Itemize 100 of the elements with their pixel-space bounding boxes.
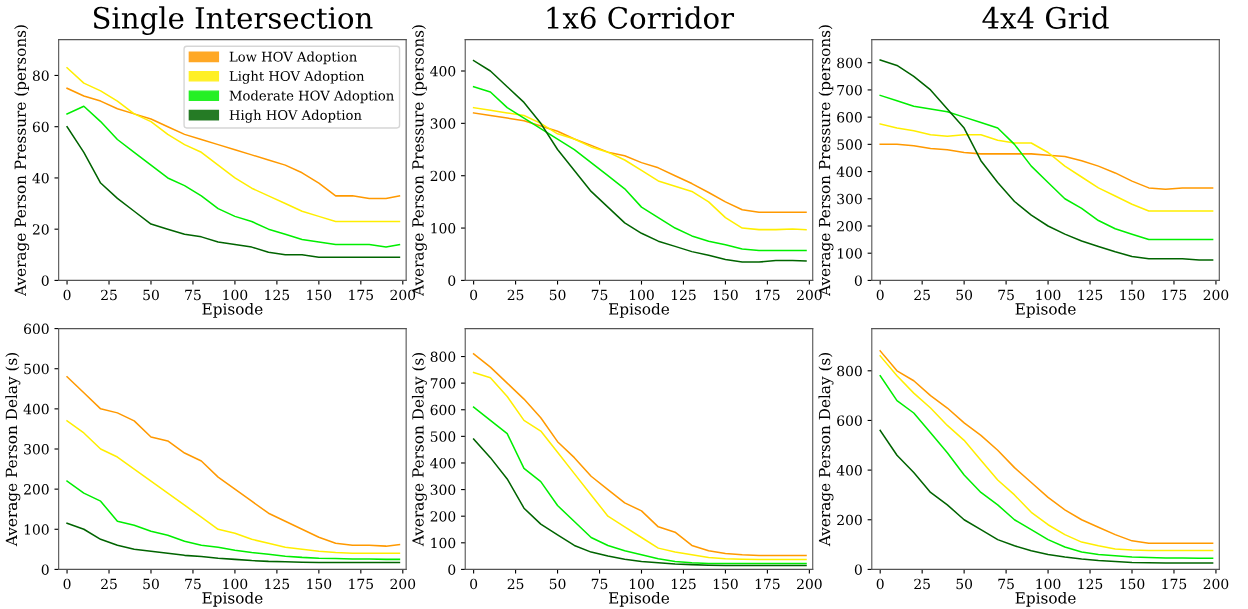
x-tick-label: 100 xyxy=(629,578,654,590)
x-tick-label: 175 xyxy=(1162,289,1187,301)
x-tick-label: 175 xyxy=(349,289,374,301)
x-tick-label: 25 xyxy=(914,578,930,590)
y-tick-label: 500 xyxy=(24,363,49,375)
y-axis-title: Average Person Delay (s) xyxy=(818,353,834,547)
x-tick-label: 0 xyxy=(63,289,71,301)
y-tick-label: 800 xyxy=(430,351,456,362)
y-tick-label: 0 xyxy=(448,564,456,575)
y-tick-label: 0 xyxy=(854,275,862,286)
x-tick-label: 75 xyxy=(185,578,201,590)
x-tick-label: 150 xyxy=(713,578,738,590)
x-tick-label: 150 xyxy=(307,289,332,301)
y-tick-label: 0 xyxy=(854,564,862,575)
legend-label: Light HOV Adoption xyxy=(229,70,365,84)
y-tick-label: 200 xyxy=(430,511,456,522)
y-axis-title: Average Person Delay (s) xyxy=(5,353,21,547)
x-tick-label: 75 xyxy=(591,578,608,590)
line-series xyxy=(472,438,807,567)
x-tick-label: 75 xyxy=(185,289,201,301)
x-tick-label: 25 xyxy=(101,289,117,301)
line-series xyxy=(879,59,1214,261)
line-series xyxy=(879,429,1214,564)
y-tick-label: 400 xyxy=(430,65,456,77)
legend-label: High HOV Adoption xyxy=(229,109,362,123)
y-tick-label: 400 xyxy=(430,457,456,469)
x-tick-label: 150 xyxy=(307,578,332,590)
line-series xyxy=(472,406,807,565)
x-tick-label: 50 xyxy=(549,578,566,590)
x-tick-label: 175 xyxy=(1162,578,1187,590)
x-axis-title: Episode xyxy=(608,302,670,318)
y-tick-label: 800 xyxy=(837,365,862,377)
y-tick-label: 500 xyxy=(837,139,862,150)
line-series xyxy=(66,87,401,200)
x-tick-label: 150 xyxy=(1120,289,1145,301)
x-tick-label: 150 xyxy=(713,289,738,301)
x-axis-title: Episode xyxy=(202,591,263,607)
x-tick-label: 125 xyxy=(671,289,696,301)
y-tick-label: 0 xyxy=(41,275,49,286)
x-tick-label: 50 xyxy=(956,289,973,301)
y-tick-label: 400 xyxy=(836,465,862,476)
x-tick-label: 175 xyxy=(349,578,374,590)
x-tick-label: 0 xyxy=(876,578,884,590)
line-series xyxy=(879,94,1214,241)
y-tick-label: 600 xyxy=(837,415,862,426)
y-tick-label: 800 xyxy=(837,57,862,69)
y-tick-label: 100 xyxy=(431,223,456,234)
y-tick-label: 0 xyxy=(448,275,456,286)
y-tick-label: 40 xyxy=(32,172,49,184)
x-tick-label: 75 xyxy=(998,289,1014,301)
x-tick-label: 100 xyxy=(223,289,248,301)
y-tick-label: 500 xyxy=(430,431,456,442)
x-tick-label: 0 xyxy=(470,578,478,590)
x-tick-label: 200 xyxy=(1203,578,1229,590)
y-tick-label: 600 xyxy=(837,112,862,123)
chart-title: Single Intersection xyxy=(93,6,373,35)
line-series xyxy=(66,522,401,564)
x-tick-label: 200 xyxy=(797,578,822,590)
x-axis-title: Episode xyxy=(1015,302,1076,318)
x-tick-label: 175 xyxy=(755,289,780,301)
x-tick-label: 75 xyxy=(998,578,1014,590)
x-axis-title: Episode xyxy=(608,591,670,607)
legend-label: Low HOV Adoption xyxy=(229,51,357,65)
x-tick-label: 25 xyxy=(507,578,524,590)
y-tick-label: 100 xyxy=(24,524,49,535)
line-series xyxy=(66,375,401,547)
y-tick-label: 600 xyxy=(24,323,49,335)
line-series xyxy=(66,105,401,248)
x-tick-label: 100 xyxy=(1036,289,1061,301)
x-tick-label: 175 xyxy=(755,578,780,590)
y-tick-label: 80 xyxy=(32,70,49,81)
x-tick-label: 0 xyxy=(876,289,884,301)
y-tick-label: 200 xyxy=(24,484,49,495)
y-tick-label: 0 xyxy=(41,564,49,575)
x-tick-label: 125 xyxy=(671,578,696,590)
line-series xyxy=(472,112,807,214)
y-tick-label: 100 xyxy=(431,537,456,549)
x-tick-label: 25 xyxy=(507,289,524,301)
x-axis-title: Episode xyxy=(202,302,263,318)
x-tick-label: 125 xyxy=(1078,289,1103,301)
line-series xyxy=(879,123,1214,212)
x-tick-label: 100 xyxy=(1036,578,1061,590)
y-tick-label: 200 xyxy=(430,170,456,182)
x-tick-label: 50 xyxy=(956,578,973,590)
x-tick-label: 50 xyxy=(549,289,566,301)
line-series xyxy=(472,59,807,263)
y-tick-label: 200 xyxy=(837,220,862,232)
line-series xyxy=(66,67,401,223)
y-axis-title: Average Person Pressure (persons) xyxy=(14,25,30,297)
x-tick-label: 100 xyxy=(629,289,654,301)
y-tick-label: 300 xyxy=(430,484,456,496)
line-series xyxy=(66,420,401,555)
y-axis-title: Average Person Delay (s) xyxy=(411,353,427,547)
y-tick-label: 60 xyxy=(32,121,49,133)
y-tick-label: 100 xyxy=(837,248,862,259)
y-tick-label: 200 xyxy=(837,514,862,526)
y-tick-label: 700 xyxy=(837,84,862,96)
x-tick-label: 0 xyxy=(63,578,71,590)
chart-title: 1x6 Corridor xyxy=(547,6,735,29)
line-series xyxy=(472,106,807,231)
